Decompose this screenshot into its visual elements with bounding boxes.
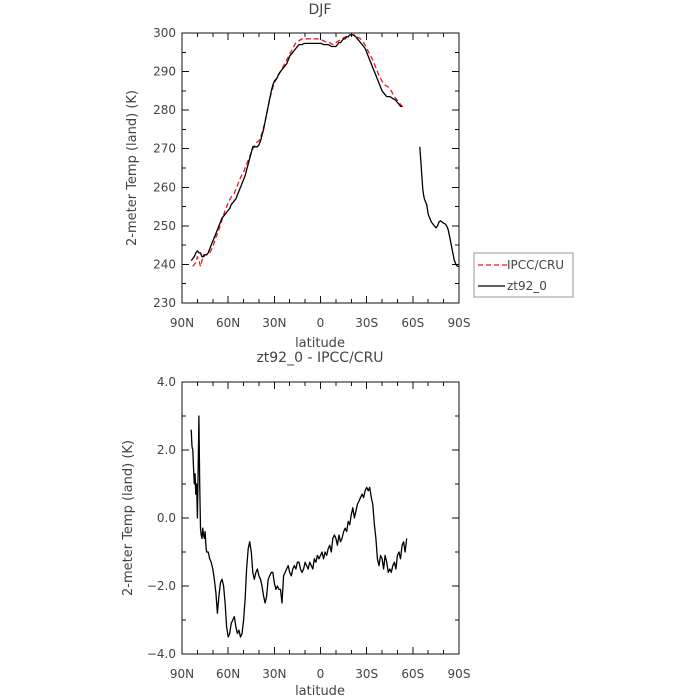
tick-labels: 230 240 250 260 270 280 290 300 90N 60N 30N 0 30S 60S… <box>153 26 470 330</box>
plot-frame <box>181 381 460 655</box>
x-tick-label: 30S <box>355 667 378 681</box>
series-line-2 <box>419 146 459 268</box>
x-tick-label: 60N <box>216 667 240 681</box>
x-tick-label: 0 <box>317 667 325 681</box>
y-axis-label: 2-meter Temp (land) (K) <box>121 440 136 596</box>
y-tick-label: 240 <box>153 257 176 271</box>
x-tick-label: 90S <box>448 316 471 330</box>
x-tick-label: 60S <box>401 667 424 681</box>
x-tick-label: 90S <box>448 667 471 681</box>
tick-marks <box>181 381 460 655</box>
legend-label-zt92-0: zt92_0 <box>507 279 547 293</box>
series-lines <box>190 34 459 268</box>
plot-frame <box>181 32 460 304</box>
tick-labels: −4.0 −2.0 0.0 2.0 4.0 90N 60N 30N 0 30S 60S 90S <box>147 375 471 681</box>
y-tick-label: 2.0 <box>157 443 176 457</box>
x-tick-label: 60N <box>216 316 240 330</box>
x-tick-label: 60S <box>401 316 424 330</box>
y-tick-label: 230 <box>153 296 176 310</box>
y-tick-label: 260 <box>153 180 176 194</box>
y-tick-label: 0.0 <box>157 511 176 525</box>
x-axis-label: latitude <box>295 684 345 699</box>
x-tick-label: 30S <box>355 316 378 330</box>
series-lines <box>190 415 408 638</box>
x-tick-label: 0 <box>317 316 325 330</box>
series-line-0 <box>190 415 408 638</box>
series-line-ipcc-cru <box>192 34 405 268</box>
chart-panel-difference: zt92_0 - IPCC/CRU 2-meter Temp (land) (K… <box>121 350 470 699</box>
y-tick-label: 300 <box>153 26 176 40</box>
x-tick-label: 30N <box>262 667 286 681</box>
legend-label-ipcc-cru: IPCC/CRU <box>507 258 564 272</box>
tick-marks <box>181 32 460 304</box>
chart-title: zt92_0 - IPCC/CRU <box>256 350 383 366</box>
x-tick-label: 90N <box>170 667 194 681</box>
y-tick-label: 250 <box>153 219 176 233</box>
x-tick-label: 30N <box>262 316 286 330</box>
y-tick-label: −4.0 <box>147 647 176 661</box>
chart-panel-djf: DJF 2-meter Temp (land) (K) latitude 230… <box>125 2 574 351</box>
y-tick-label: 280 <box>153 103 176 117</box>
legend-box <box>473 252 574 298</box>
series-line-zt92-0 <box>190 34 403 262</box>
y-tick-label: 270 <box>153 142 176 156</box>
y-tick-label: −2.0 <box>147 579 176 593</box>
chart-title: DJF <box>309 2 332 18</box>
legend: IPCC/CRU zt92_0 <box>473 252 574 298</box>
y-tick-label: 290 <box>153 65 176 79</box>
x-axis-label: latitude <box>295 336 345 351</box>
x-tick-label: 90N <box>170 316 194 330</box>
y-tick-label: 4.0 <box>157 375 176 389</box>
y-axis-label: 2-meter Temp (land) (K) <box>125 90 140 246</box>
